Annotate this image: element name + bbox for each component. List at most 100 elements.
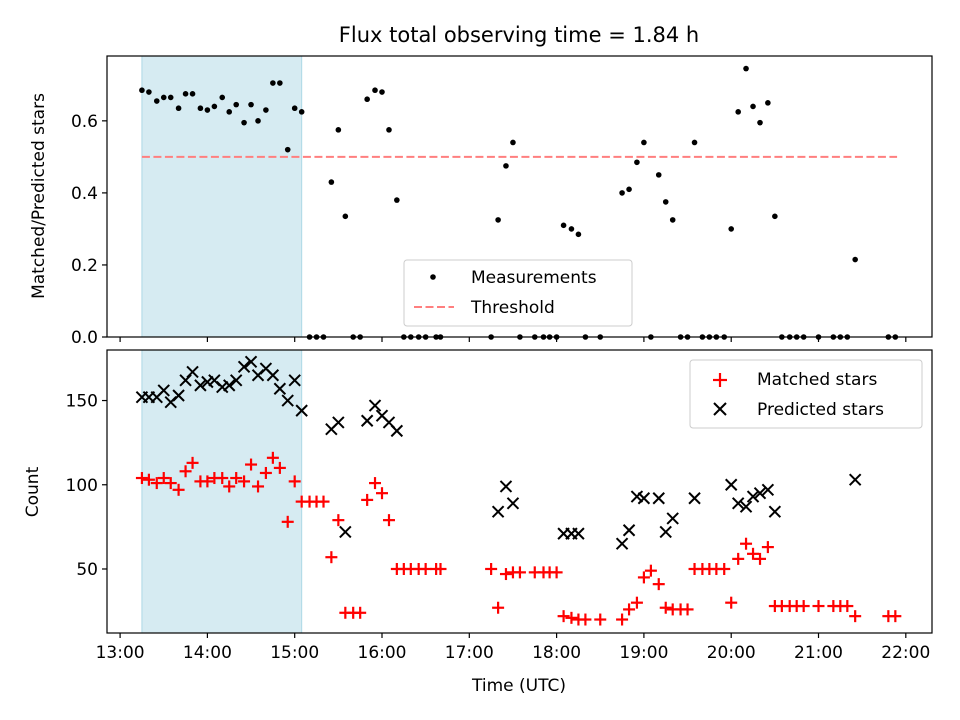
matched-stars-point (186, 456, 199, 469)
matched-stars-point (142, 473, 155, 486)
measurement-point (503, 163, 509, 169)
measurement-point (248, 101, 254, 108)
measurement-point (743, 65, 749, 72)
y-tick-label: 0.4 (71, 184, 98, 204)
matched-stars-point (172, 483, 185, 496)
predicted-stars-point (237, 360, 251, 374)
matched-stars-point (747, 547, 760, 560)
matched-stars-point (652, 578, 665, 591)
count-y-axis-label: Count (23, 466, 43, 517)
measurement-point (226, 109, 233, 115)
matched-stars-point (623, 603, 636, 616)
predicted-stars-points (135, 355, 862, 550)
ratio-y-axis-label: Matched/Predicted stars (29, 93, 49, 299)
matched-stars-point (849, 610, 862, 623)
predicted-stars-point (491, 505, 505, 518)
measurements-legend-marker (430, 274, 436, 280)
measurement-point (342, 213, 349, 220)
measurement-point (634, 159, 640, 166)
predicted-stars-point (848, 473, 862, 486)
measurement-point (394, 197, 400, 203)
predicted-stars-point (281, 394, 294, 407)
predicted-stars-point (499, 480, 513, 493)
predicted-stars-point (186, 365, 199, 379)
measurement-point (372, 87, 378, 94)
y-tick-label: 150 (66, 392, 98, 412)
measurement-point (211, 103, 218, 110)
predicted-stars-point (288, 374, 301, 387)
measurement-point (655, 172, 662, 178)
matched-stars-point (288, 475, 301, 488)
ratio-panel: 0.0 0.2 0.4 0.6 Matched/Predicted stars Mea… (29, 55, 933, 348)
predicted-stars-point (753, 486, 767, 500)
measurement-point (146, 89, 152, 95)
matched-stars-point (157, 472, 170, 485)
predicted-stars-point (652, 492, 665, 505)
measurement-point (619, 190, 625, 196)
predicted-stars-legend-label: Predicted stars (757, 400, 884, 420)
matched-stars-point (369, 477, 382, 490)
measurement-point (139, 87, 145, 94)
predicted-stars-point (746, 490, 760, 503)
matched-stars-point (332, 514, 345, 527)
predicted-stars-point (368, 399, 382, 412)
measurement-point (197, 105, 204, 112)
x-tick-label: 14:00 (183, 643, 232, 663)
predicted-stars-point (295, 404, 308, 417)
matched-stars-point (732, 552, 745, 565)
matched-stars-point (266, 451, 279, 464)
count-x-axis: 13:00 14:00 15:00 16:00 17:00 18:00 19:00 20:00… (96, 633, 930, 663)
predicted-stars-point (390, 424, 404, 438)
matched-stars-point (382, 514, 395, 527)
measurement-point (255, 118, 261, 124)
matched-stars-point (361, 493, 374, 506)
predicted-stars-point (688, 492, 701, 505)
ratio-legend-box (403, 259, 633, 327)
measurement-point (160, 94, 167, 101)
measurement-point (560, 222, 567, 229)
measurement-point (291, 105, 298, 112)
ratio-panel-frame (106, 55, 933, 338)
matched-stars-point (150, 477, 163, 490)
matched-stars-point (252, 480, 265, 493)
measurement-point (204, 107, 211, 113)
predicted-stars-point (244, 355, 258, 368)
matched-stars-point (273, 461, 286, 474)
matched-stars-point (513, 566, 526, 579)
matched-stars-point (317, 495, 330, 508)
shaded-observing-window (141, 349, 303, 634)
matched-stars-point (259, 466, 272, 479)
measurement-point (233, 101, 240, 108)
matched-stars-point (579, 613, 592, 626)
measurement-point (495, 217, 501, 223)
measurement-point (364, 96, 370, 103)
shaded-interval-0 (141, 55, 303, 338)
matched-stars-point (594, 613, 607, 626)
measurement-point (662, 199, 669, 205)
measurement-point (691, 139, 698, 146)
matched-stars-point (216, 472, 229, 485)
predicted-stars-point (273, 382, 287, 395)
matched-stars-point (201, 475, 214, 488)
x-tick-label: 13:00 (96, 643, 145, 663)
measurement-point (263, 107, 269, 113)
measurement-point (772, 213, 778, 220)
measurement-point (270, 80, 276, 86)
ratio-x-axis (119, 337, 907, 342)
ratio-y-axis: 0.0 0.2 0.4 0.6 (71, 112, 107, 348)
measurement-point (298, 109, 305, 115)
ratio-legend: Measurements Threshold (403, 259, 633, 327)
matched-stars-point (164, 477, 177, 490)
predicted-stars-point (506, 497, 520, 510)
measurement-point (575, 231, 582, 238)
measurement-point (568, 226, 575, 232)
predicted-stars-legend-marker (713, 402, 727, 416)
matched-stars-point (325, 551, 338, 564)
matched-stars-point (485, 562, 498, 575)
predicted-stars-point (332, 416, 345, 429)
matched-stars-point (889, 610, 902, 623)
matched-stars-point (557, 610, 570, 623)
x-tick-label: 15:00 (270, 643, 319, 663)
